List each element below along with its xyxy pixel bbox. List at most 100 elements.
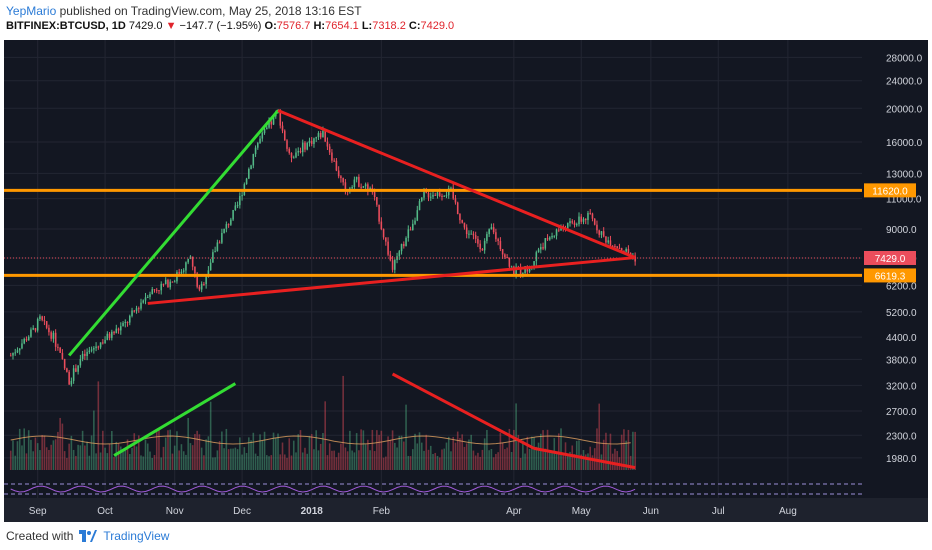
volume-bar: [290, 455, 293, 470]
candle-body: [290, 152, 293, 158]
indicator-line: [10, 485, 636, 493]
candle-body: [479, 243, 481, 250]
candle-body: [542, 247, 544, 249]
volume-bar: [14, 455, 17, 470]
candle-body: [135, 308, 138, 311]
candle-body: [378, 204, 380, 222]
candle-body: [270, 121, 273, 125]
candle-body: [557, 229, 560, 231]
candle-body: [128, 315, 131, 323]
candle-body: [12, 352, 14, 356]
candle-body: [319, 133, 322, 138]
volume-bar: [187, 417, 189, 470]
low-value: 7318.2: [372, 20, 406, 32]
tradingview-link[interactable]: TradingView: [103, 529, 170, 543]
candle-body: [207, 270, 210, 277]
candle-body: [225, 224, 228, 229]
volume-bar: [367, 439, 369, 470]
candle-body: [34, 328, 37, 331]
y-tick-label: 3200.0: [886, 381, 917, 392]
volume-bar: [533, 437, 535, 470]
volume-bar: [155, 429, 158, 470]
candle-body: [252, 154, 255, 166]
volume-bar: [45, 447, 48, 470]
volume-bar: [36, 443, 39, 470]
volume-bar: [468, 439, 470, 470]
candle-body: [263, 129, 266, 134]
candle-body: [126, 322, 129, 324]
candle-body: [607, 240, 609, 243]
volume-bar: [239, 437, 241, 470]
volume-bar: [274, 437, 277, 470]
volume-bar: [515, 403, 517, 470]
volume-bar: [63, 451, 66, 470]
y-tick-label: 5200.0: [886, 308, 917, 319]
candle-body: [463, 222, 466, 228]
volume-bar: [582, 450, 585, 470]
volume-bar: [261, 440, 264, 470]
candle-body: [245, 178, 248, 185]
candle-body: [216, 242, 219, 252]
candle-body: [115, 328, 118, 334]
volume-bar: [447, 436, 450, 470]
y-tick-label: 9000.0: [886, 225, 917, 236]
volume-bar: [270, 455, 273, 470]
volume-bar: [263, 431, 266, 470]
candle-body: [50, 332, 52, 339]
candle-body: [140, 302, 142, 309]
candle-body: [544, 238, 547, 249]
candle-body: [223, 228, 225, 234]
x-tick-label: Jun: [643, 506, 659, 517]
volume-bar: [569, 451, 571, 470]
candle-body: [528, 267, 531, 272]
volume-bar: [609, 433, 612, 470]
author-link[interactable]: YepMario: [6, 4, 57, 18]
volume-bar: [389, 440, 392, 470]
price-chart[interactable]: 28000.0 24000.0 20000.0 16000.0 13000.0 11000…: [0, 36, 932, 526]
candle-body: [506, 257, 508, 259]
chart-area[interactable]: 28000.0 24000.0 20000.0 16000.0 13000.0 11000…: [0, 36, 932, 526]
candle-body: [364, 184, 367, 187]
candle-body: [515, 266, 517, 275]
candle-body: [391, 260, 394, 270]
candle-body: [254, 147, 257, 155]
candle-body: [21, 343, 23, 349]
published-text: published on TradingView.com, May 25, 20…: [59, 4, 362, 18]
volume-bar: [625, 440, 627, 470]
y-tick-label: 2700.0: [886, 407, 917, 418]
volume-bar: [301, 452, 304, 470]
volume-bar: [418, 432, 421, 470]
volume-bar: [149, 451, 151, 470]
candle-body: [93, 348, 95, 350]
candle-body: [403, 244, 405, 247]
volume-bar: [209, 401, 212, 470]
candle-body: [155, 289, 158, 291]
volume-bar: [510, 451, 513, 470]
candle-body: [452, 187, 455, 199]
trendline: [147, 256, 636, 305]
volume-bar: [479, 456, 481, 470]
candle-body: [52, 332, 55, 339]
volume-bar: [369, 450, 371, 470]
volume-bar: [308, 435, 311, 470]
volume-bar: [560, 428, 562, 470]
volume-bar: [241, 454, 243, 470]
candle-body: [221, 233, 223, 243]
candle-body: [122, 322, 124, 327]
candle-body: [88, 350, 91, 352]
volume-bar: [279, 454, 282, 470]
volume-bar: [360, 429, 362, 470]
volume-bar: [277, 433, 279, 470]
volume-trendline: [391, 372, 535, 450]
volume-bar: [232, 448, 234, 470]
volume-bar: [580, 454, 583, 470]
candle-body: [304, 142, 306, 150]
candle-body: [616, 246, 618, 248]
volume-bar: [16, 441, 19, 470]
volume-bar: [230, 448, 232, 470]
volume-bar: [72, 449, 75, 470]
candle-body: [376, 197, 378, 205]
candle-body: [310, 140, 313, 144]
volume-bar: [254, 453, 257, 470]
y-tick-label: 4400.0: [886, 333, 917, 344]
